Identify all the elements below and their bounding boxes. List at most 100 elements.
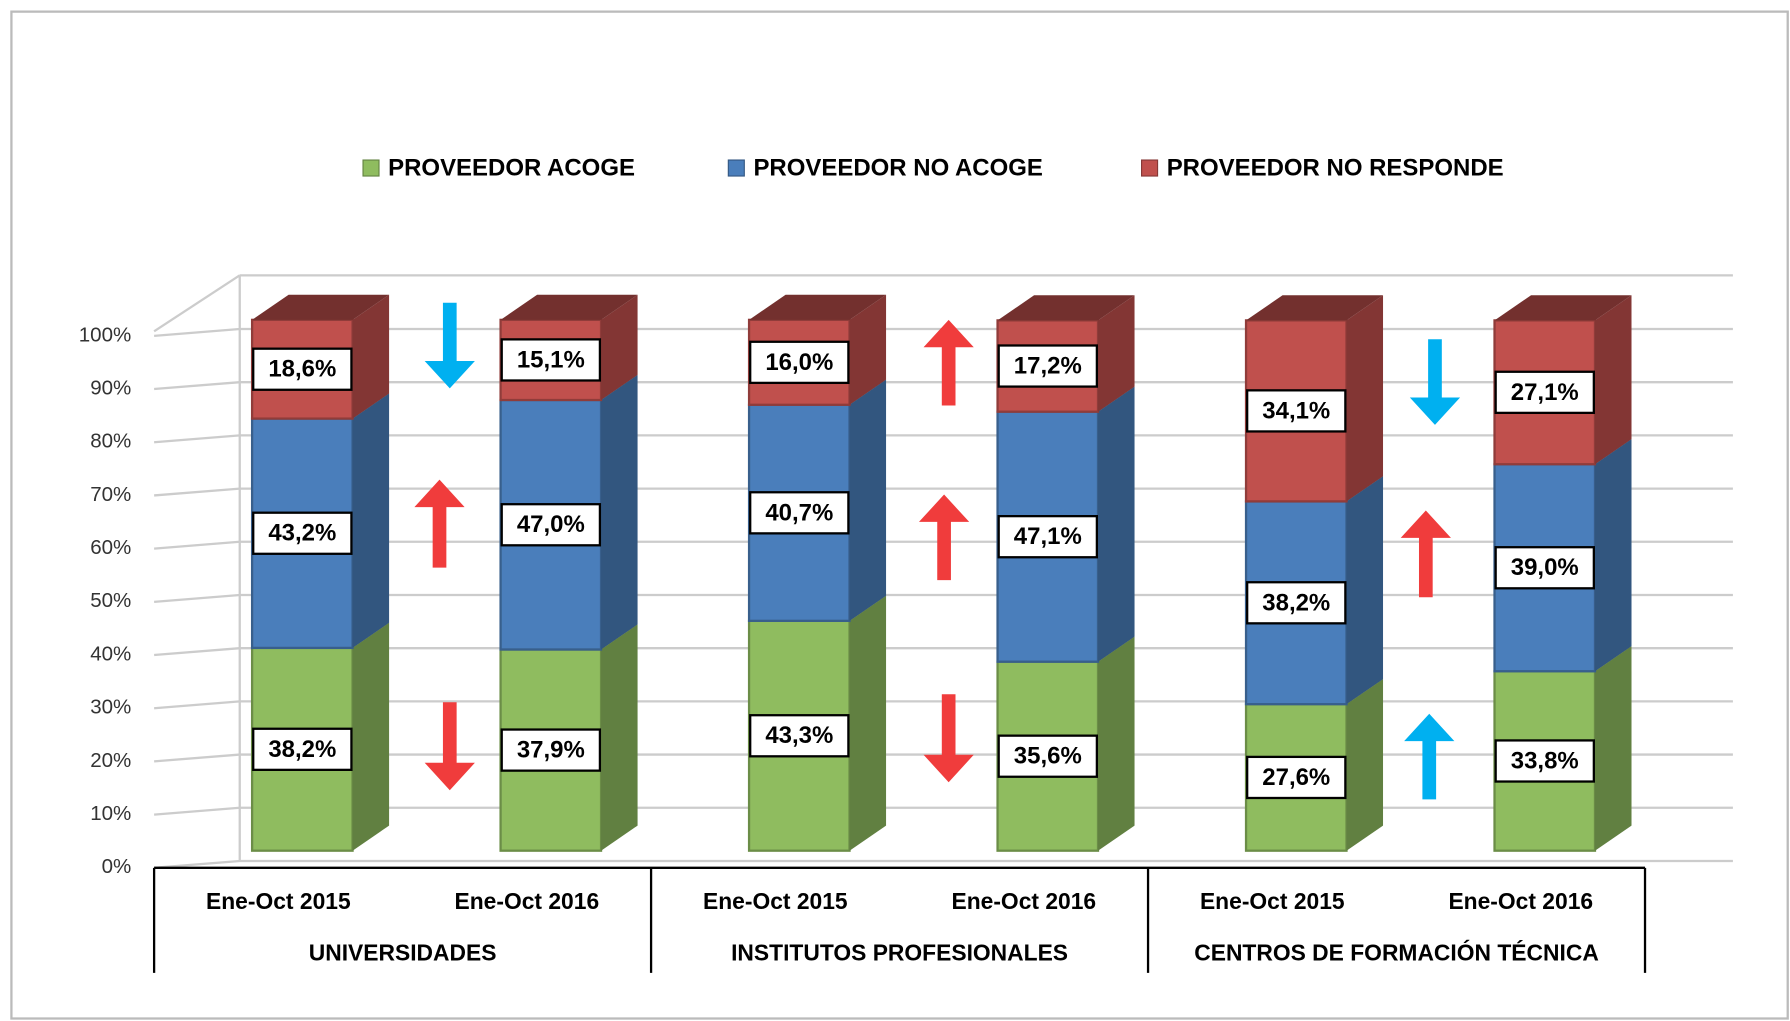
data-label: 35,6% [1014,743,1082,770]
bar-side [1346,295,1384,502]
grid-line [154,806,1733,816]
bar-side [601,374,638,650]
legend-swatch [727,159,745,177]
grid-line [154,753,1733,763]
data-label: 39,0% [1511,554,1579,581]
data-label-box [500,728,602,772]
trend-arrow [414,479,465,568]
wall-side-top [153,274,241,333]
bar-side [849,294,887,405]
x-tick-label: Ene-Oct 2015 [703,888,848,914]
frame [10,10,1789,1020]
x-tick-label: Ene-Oct 2016 [1448,888,1593,914]
bar-side [1098,295,1135,412]
bar-side [1594,439,1632,672]
data-label-box [997,734,1099,778]
trend-arrow [424,302,475,389]
bar-top [252,294,390,320]
grid-line [154,700,1733,710]
data-label: 27,1% [1511,379,1579,406]
x-tick-label: Ene-Oct 2016 [455,888,600,914]
data-label-box [1246,755,1347,800]
legend-label: PROVEEDOR ACOGE [388,154,635,181]
x-tick-label: Ene-Oct 2016 [951,888,1096,914]
data-label-box [500,503,602,547]
data-label-box [997,515,1099,559]
data-label-box [1246,581,1347,625]
data-label: 34,1% [1262,397,1330,424]
bar-top [749,294,887,320]
y-tick-label: 10% [90,802,131,825]
bar-side [1098,386,1135,662]
y-tick-label: 70% [90,483,131,506]
y-tick-label: 20% [90,749,131,772]
legend-label: PROVEEDOR NO ACOGE [753,154,1042,181]
data-label: 43,3% [765,722,833,749]
grid-line [154,487,1733,497]
bar-side [1594,646,1632,851]
trend-arrow [1400,510,1451,598]
data-label-box [500,338,602,382]
grid-line [154,593,1733,603]
data-label-box [1494,546,1595,590]
bar-side [352,393,390,648]
y-tick-label: 40% [90,642,131,665]
bar-side [352,622,390,851]
data-label-box [749,714,850,758]
data-label-box [997,344,1099,388]
x-tick-label: Ene-Oct 2015 [1200,888,1345,914]
trend-arrow [923,319,974,406]
bar-side [1346,679,1384,851]
bar-top [997,295,1135,321]
legend-label: PROVEEDOR NO RESPONDE [1167,154,1504,181]
y-tick-label: 60% [90,536,131,559]
data-label-box [1494,739,1595,783]
data-label-box [749,491,850,535]
data-label-box [1494,370,1595,415]
data-label: 17,2% [1014,353,1082,380]
y-tick-label: 50% [90,589,131,612]
data-label: 15,1% [517,346,585,373]
grid-line [154,859,1733,869]
grid-line [154,381,1733,391]
group-label: INSTITUTOS PROFESIONALES [731,940,1068,966]
y-tick-label: 0% [102,855,132,878]
bar-side [1594,295,1632,465]
trend-arrow [1409,339,1461,425]
data-label-box [252,727,353,771]
grid-line [154,540,1733,550]
bar-top [1494,295,1632,321]
legend-swatch [1141,159,1159,177]
bar-side [601,294,638,401]
y-tick-label: 90% [90,376,131,399]
data-label: 43,2% [268,520,336,547]
data-label: 27,6% [1262,764,1330,791]
trend-arrow [1404,713,1455,800]
group-label: CENTROS DE FORMACIÓN TÉCNICA [1194,940,1599,966]
y-tick-label: 30% [90,696,131,719]
bar-side [1098,636,1135,851]
legend-swatch [362,159,380,177]
data-label: 40,7% [765,499,833,526]
trend-arrow [424,702,475,791]
bar-side [849,595,887,851]
data-label-box [1246,389,1347,433]
data-label: 37,9% [517,737,585,764]
data-label-box [252,347,353,391]
trend-arrow [923,694,974,783]
data-label: 47,0% [517,511,585,538]
data-label: 16,0% [765,349,833,376]
grid-line [154,434,1733,444]
y-tick-label: 100% [79,323,132,346]
bar-top [1246,295,1384,321]
x-tick-label: Ene-Oct 2015 [206,888,351,914]
bar-top [500,294,638,320]
data-label: 47,1% [1014,523,1082,550]
data-label-box [749,340,850,385]
data-label: 38,2% [1262,589,1330,616]
bar-side [601,624,638,851]
data-label: 38,2% [268,736,336,763]
trend-arrow [918,494,970,581]
